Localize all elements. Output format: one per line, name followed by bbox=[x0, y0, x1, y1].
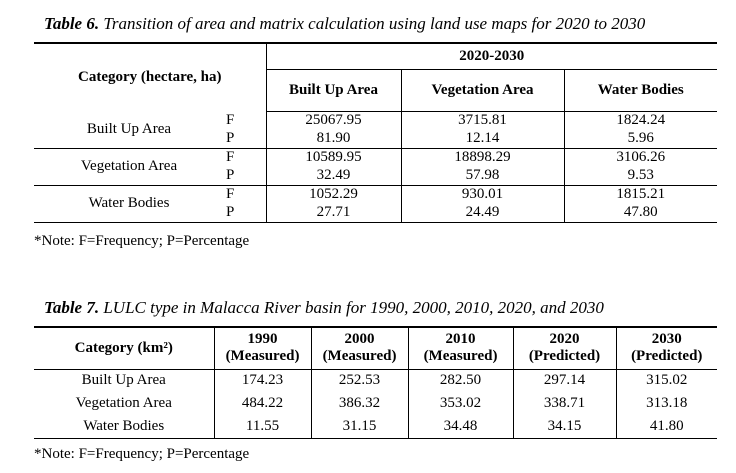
table7-col-header: 2010 (Measured) bbox=[407, 326, 513, 370]
table7-category-header: Category (km²) bbox=[34, 326, 214, 370]
table6-row-label: Water Bodies bbox=[34, 185, 224, 223]
table7-cell: 34.15 bbox=[512, 415, 616, 439]
table6: Category (hectare, ha) 2020-2030 Built U… bbox=[34, 42, 717, 223]
table6-note: *Note: F=Frequency; P=Percentage bbox=[34, 233, 250, 249]
table7-col-year: 2000 bbox=[344, 331, 375, 348]
table6-cell: 10589.95 bbox=[265, 148, 401, 166]
table6-cell: 12.14 bbox=[400, 129, 564, 149]
table7-cell: 338.71 bbox=[512, 392, 616, 415]
table7-row: Vegetation Area 484.22 386.32 353.02 338… bbox=[34, 392, 717, 415]
table6-row-label: Vegetation Area bbox=[34, 148, 224, 186]
table7-col-year: 2010 bbox=[445, 331, 476, 348]
table7-col-header: 2000 (Measured) bbox=[310, 326, 408, 370]
table6-f-label: F bbox=[226, 111, 235, 128]
table6-cell: 3106.26 bbox=[563, 148, 717, 166]
table7-col-year: 2030 bbox=[651, 331, 682, 348]
table7-cell: 386.32 bbox=[310, 392, 408, 415]
table6-caption: Table 6. Transition of area and matrix c… bbox=[44, 14, 645, 34]
table7-cell: 31.15 bbox=[310, 415, 408, 439]
table7-row-label: Built Up Area bbox=[81, 372, 166, 389]
table7-row-label: Water Bodies bbox=[34, 415, 214, 439]
table7-col-kind: (Measured) bbox=[423, 348, 498, 365]
table6-cell: 32.49 bbox=[265, 166, 401, 186]
table7-row: Water Bodies 11.55 31.15 34.48 34.15 41.… bbox=[34, 415, 717, 439]
table7-col-kind: (Measured) bbox=[225, 348, 300, 365]
table6-f-label: F bbox=[226, 185, 235, 202]
table6-caption-label: Table 6. bbox=[44, 14, 100, 33]
table6-cell: 9.53 bbox=[563, 166, 717, 186]
table6-caption-text: Transition of area and matrix calculatio… bbox=[99, 14, 646, 33]
table6-col-header: Water Bodies bbox=[563, 69, 717, 112]
table7-col-year: 2020 bbox=[549, 331, 580, 348]
table7-cell: 174.23 bbox=[213, 369, 311, 392]
table6-cell: 57.98 bbox=[400, 166, 564, 186]
table6-cell: 25067.95 bbox=[265, 111, 401, 129]
table6-cell: 1815.21 bbox=[563, 185, 717, 203]
table6-p-label: P bbox=[224, 166, 266, 186]
table7-col-header: 2030 (Predicted) bbox=[615, 326, 717, 370]
table6-cell: 1824.24 bbox=[563, 111, 717, 129]
table7-cell: 313.18 bbox=[615, 392, 717, 415]
table7-caption: Table 7. LULC type in Malacca River basi… bbox=[44, 298, 604, 318]
table7-cell: 11.55 bbox=[213, 415, 311, 439]
table6-cell: 47.80 bbox=[563, 203, 717, 223]
table7-caption-text: LULC type in Malacca River basin for 199… bbox=[99, 298, 604, 317]
table7-col-header: 2020 (Predicted) bbox=[512, 326, 616, 370]
table6-cell: 18898.29 bbox=[400, 148, 564, 166]
table6-p-label: P bbox=[224, 203, 266, 223]
table7-col-kind: (Predicted) bbox=[528, 348, 601, 365]
table6-cell: 3715.81 bbox=[400, 111, 564, 129]
table6-cell: 1052.29 bbox=[265, 185, 401, 203]
table7-cell: 282.50 bbox=[407, 369, 513, 392]
table6-cell: 5.96 bbox=[563, 129, 717, 149]
table6-p-label: P bbox=[224, 129, 266, 149]
table6-category-header: Category (hectare, ha) bbox=[34, 42, 266, 111]
table7-cell: 353.02 bbox=[407, 392, 513, 415]
table7-cell: 297.14 bbox=[512, 369, 616, 392]
table7-cell: 34.48 bbox=[407, 415, 513, 439]
table6-cell: 27.71 bbox=[265, 203, 401, 223]
table7-row-label: Vegetation Area bbox=[75, 395, 172, 411]
table7-cell: 41.80 bbox=[615, 415, 717, 439]
table7-col-kind: (Predicted) bbox=[631, 348, 703, 365]
table7: Category (km²) 1990 (Measured) 2000 (Measu… bbox=[34, 326, 717, 439]
table7-col-header: 1990 (Measured) bbox=[213, 326, 311, 370]
table6-period-header: 2020-2030 bbox=[265, 42, 717, 70]
table6-f-label: F bbox=[226, 148, 235, 165]
table6-cell: 930.01 bbox=[400, 185, 564, 203]
table7-cell: 484.22 bbox=[213, 392, 311, 415]
table7-col-kind: (Measured) bbox=[322, 348, 397, 365]
table7-cell: 315.02 bbox=[615, 369, 717, 392]
table7-row: Built Up Area 174.23 252.53 282.50 297.1… bbox=[34, 369, 717, 392]
table7-caption-label: Table 7. bbox=[44, 298, 100, 317]
table7-cell: 252.53 bbox=[310, 369, 408, 392]
table7-note: *Note: F=Frequency; P=Percentage bbox=[34, 446, 250, 462]
table7-col-year: 1990 bbox=[247, 331, 278, 348]
table6-col-header: Built Up Area bbox=[265, 69, 401, 112]
table6-cell: 24.49 bbox=[400, 203, 564, 223]
table6-cell: 81.90 bbox=[265, 129, 401, 149]
table6-row-label: Built Up Area bbox=[34, 111, 224, 149]
table6-col-header: Vegetation Area bbox=[400, 69, 564, 112]
